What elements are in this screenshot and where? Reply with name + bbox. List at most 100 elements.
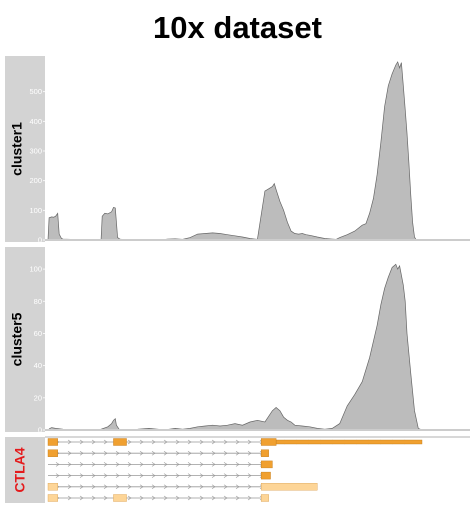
exon-block	[260, 483, 318, 491]
strand-arrow	[175, 439, 180, 445]
strand-arrow	[127, 473, 132, 478]
strand-arrow	[211, 450, 216, 456]
strand-arrow	[187, 473, 192, 478]
strand-arrow	[235, 495, 240, 501]
page-title: 10x dataset	[153, 10, 322, 45]
y-tick-label: 80	[34, 297, 42, 306]
strand-arrow	[103, 439, 108, 445]
strand-arrow	[163, 484, 168, 490]
strand-arrow	[127, 484, 132, 490]
strand-arrow	[91, 484, 96, 490]
strand-arrow	[79, 473, 84, 478]
strand-arrow	[187, 462, 192, 467]
y-tick-label: 400	[29, 117, 42, 126]
strand-arrow	[235, 462, 240, 467]
strand-arrow	[211, 439, 216, 445]
strand-arrow	[247, 450, 252, 456]
strand-arrow	[139, 439, 144, 445]
y-tick-label: 0	[38, 426, 42, 435]
strand-arrow	[199, 462, 204, 467]
strand-arrow	[175, 495, 180, 501]
exon-block	[260, 460, 273, 469]
y-tick-label: 60	[34, 329, 42, 338]
strand-arrow	[163, 462, 168, 467]
strand-arrow	[79, 484, 84, 490]
panel-strip	[5, 247, 45, 432]
strand-arrow	[163, 450, 168, 456]
strand-arrow	[115, 473, 120, 478]
strand-arrow	[79, 450, 84, 456]
exon-block	[47, 438, 58, 446]
y-tick-label: 500	[29, 87, 42, 96]
strand-arrow	[91, 495, 96, 501]
strand-arrow	[151, 462, 156, 467]
strand-arrow	[139, 462, 144, 467]
y-tick-label: 200	[29, 176, 42, 185]
strand-arrow	[91, 473, 96, 478]
strand-arrow	[91, 462, 96, 467]
strand-arrow	[187, 450, 192, 456]
gene-track-panel: CTLA4	[5, 436, 470, 503]
strand-arrow	[175, 473, 180, 478]
strand-arrow	[247, 439, 252, 445]
exon-block	[113, 494, 127, 502]
strand-arrow	[151, 495, 156, 501]
strand-arrow	[223, 439, 228, 445]
strand-arrow	[247, 473, 252, 478]
strand-arrow	[247, 462, 252, 467]
strand-arrow	[235, 439, 240, 445]
strand-arrow	[115, 484, 120, 490]
strand-arrow	[235, 473, 240, 478]
strand-arrow	[223, 484, 228, 490]
strand-arrow	[79, 439, 84, 445]
strand-arrow	[223, 473, 228, 478]
strand-arrow	[67, 462, 72, 467]
strand-arrow	[187, 484, 192, 490]
strand-arrow	[199, 495, 204, 501]
y-tick-label: 40	[34, 361, 42, 370]
transcript	[48, 471, 271, 480]
strand-arrow	[127, 450, 132, 456]
strand-arrow	[139, 450, 144, 456]
strand-arrow	[175, 462, 180, 467]
transcript	[47, 483, 318, 491]
exon-block	[47, 483, 58, 491]
panel-label: cluster5	[9, 312, 25, 366]
strand-arrow	[91, 450, 96, 456]
strand-arrow	[139, 473, 144, 478]
strand-arrow	[103, 473, 108, 478]
exon-block	[275, 439, 423, 445]
strand-arrow	[67, 439, 72, 445]
strand-arrow	[163, 473, 168, 478]
strand-arrow	[55, 462, 60, 467]
strand-arrow	[55, 473, 60, 478]
transcript	[47, 449, 269, 457]
strand-arrow	[211, 473, 216, 478]
strand-arrow	[211, 495, 216, 501]
transcript	[47, 438, 423, 446]
strand-arrow	[67, 495, 72, 501]
strand-arrow	[175, 484, 180, 490]
transcript	[48, 460, 273, 469]
strand-arrow	[103, 495, 108, 501]
strand-arrow	[199, 450, 204, 456]
exon-block	[260, 471, 271, 480]
panel-cluster1: cluster1 0 100 200 300 400 500	[5, 56, 470, 245]
y-tick-label: 0	[38, 236, 42, 245]
gene-label: CTLA4	[12, 447, 28, 492]
strand-arrow	[103, 450, 108, 456]
strand-arrow	[67, 473, 72, 478]
strand-arrow	[187, 439, 192, 445]
coverage-area	[47, 263, 423, 431]
strand-arrow	[91, 439, 96, 445]
strand-arrow	[127, 495, 132, 501]
exon-block	[113, 438, 127, 446]
strand-arrow	[115, 450, 120, 456]
strand-arrow	[223, 462, 228, 467]
exon-block	[260, 449, 269, 457]
strand-arrow	[139, 484, 144, 490]
strand-arrow	[163, 439, 168, 445]
gene-strip	[5, 437, 45, 503]
strand-arrow	[151, 450, 156, 456]
y-tick-label: 20	[34, 393, 42, 402]
